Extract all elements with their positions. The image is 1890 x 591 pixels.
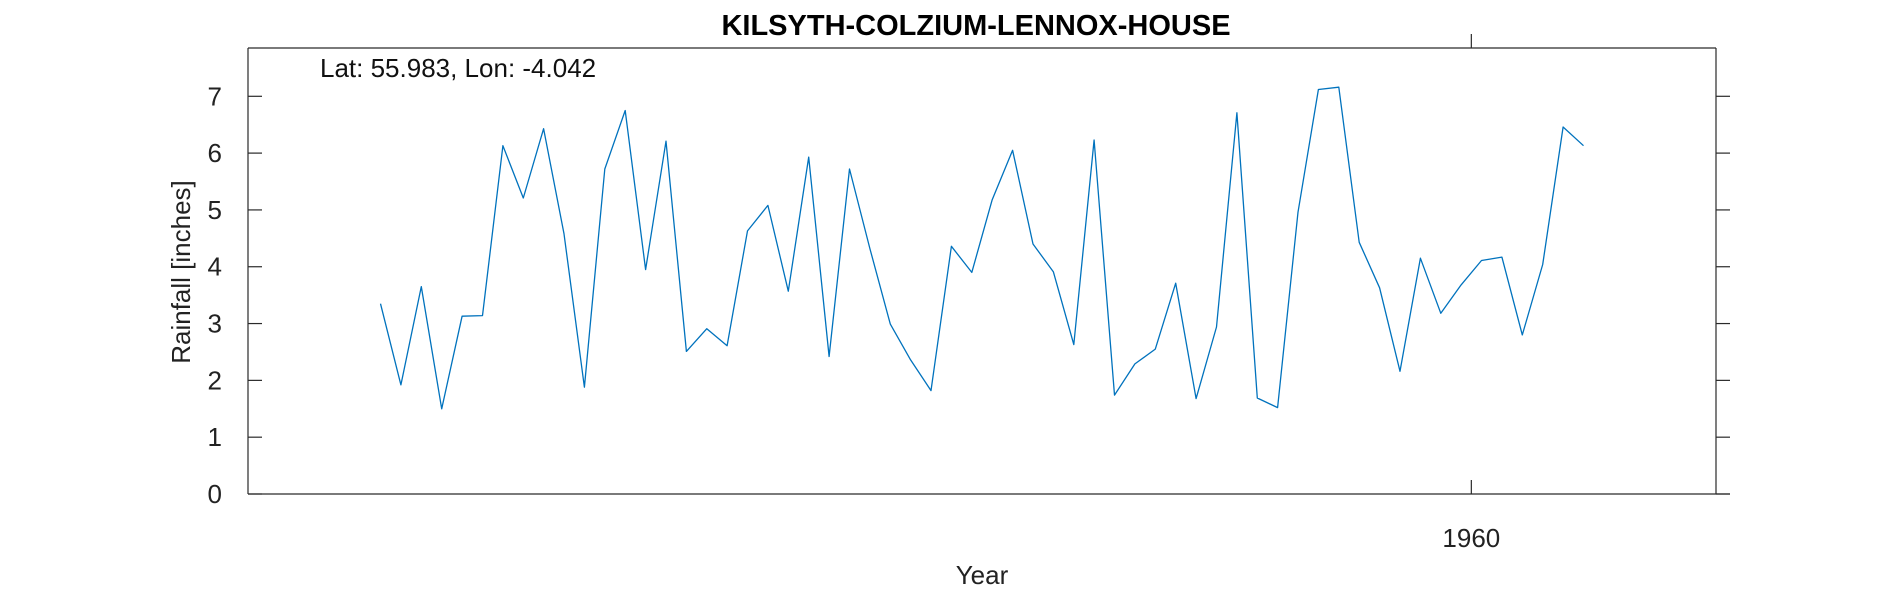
- y-tick-label: 0: [208, 479, 222, 509]
- y-tick-label: 5: [208, 195, 222, 225]
- y-tick-label: 3: [208, 309, 222, 339]
- y-tick-label: 2: [208, 365, 222, 395]
- chart-title: KILSYTH-COLZIUM-LENNOX-HOUSE: [721, 10, 1230, 42]
- x-axis-label: Year: [956, 560, 1009, 590]
- y-tick-label: 4: [208, 252, 222, 282]
- plot-area: [248, 48, 1716, 494]
- y-axis-label: Rainfall [inches]: [166, 180, 196, 364]
- x-tick-label: 1960: [1442, 523, 1500, 553]
- y-tick-label: 7: [208, 81, 222, 111]
- y-tick-label: 6: [208, 138, 222, 168]
- series-layer: [379, 86, 1584, 410]
- location-annotation: Lat: 55.983, Lon: -4.042: [320, 53, 596, 83]
- x-ticks: 1960: [1442, 34, 1500, 553]
- y-ticks: 0 1 2 3 4 5 6 7: [208, 81, 1730, 509]
- rainfall-series-line: [379, 86, 1584, 410]
- y-tick-label: 1: [208, 422, 222, 452]
